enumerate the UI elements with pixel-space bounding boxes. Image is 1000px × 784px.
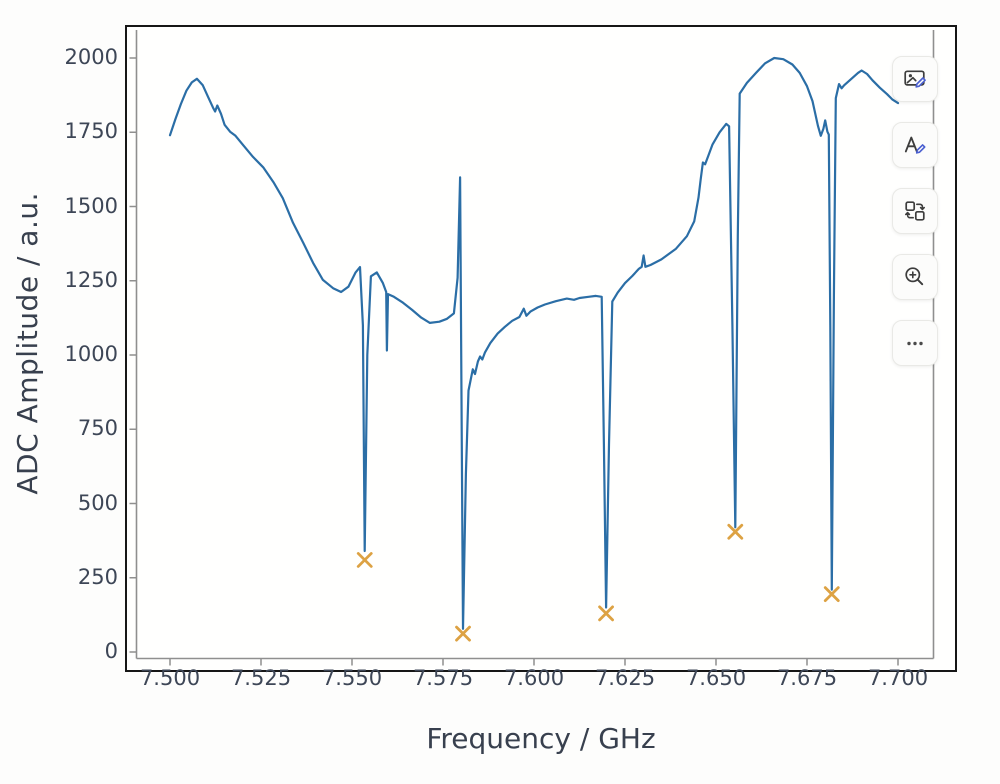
zoom-in-button[interactable] — [892, 254, 938, 300]
x-tick-label: 7.575 — [412, 666, 474, 690]
dip-marker-x — [727, 523, 744, 540]
magnifier-plus-icon — [905, 267, 924, 286]
x-tick-label: 7.700 — [867, 666, 929, 690]
x-axis-title: Frequency / GHz — [426, 722, 656, 755]
y-tick-label: 0 — [104, 639, 118, 663]
adc-amplitude-trace — [168, 56, 900, 630]
x-tick-label: 7.650 — [685, 666, 747, 690]
image-toolbar — [892, 56, 938, 386]
y-tick-label: 2000 — [64, 45, 118, 69]
x-tick-label: 7.525 — [230, 666, 292, 690]
x-tick-label: 7.675 — [776, 666, 838, 690]
dip-marker-x — [823, 586, 840, 602]
dip-marker-x — [356, 552, 373, 568]
dip-marker-x — [598, 605, 614, 622]
image-edit-icon — [904, 70, 926, 88]
y-tick-label: 500 — [77, 490, 118, 515]
letter-a-edit-icon — [904, 136, 926, 154]
y-tick-label: 1750 — [64, 119, 118, 144]
y-tick-label: 750 — [77, 416, 118, 441]
convert-button[interactable] — [892, 188, 938, 234]
y-axis-title-text: ADC Amplitude / a.u. — [10, 191, 44, 495]
swap-shapes-icon — [905, 201, 925, 221]
x-tick-label: 7.625 — [594, 666, 656, 690]
figure-border — [125, 25, 957, 672]
y-tick-label: 250 — [77, 564, 118, 589]
y-tick-label: 1500 — [64, 193, 118, 218]
axes-spines — [135, 30, 935, 660]
dip-marker-x — [455, 625, 471, 642]
edit-image-button[interactable] — [892, 56, 938, 102]
x-tick-label: 7.500 — [139, 666, 201, 690]
x-tick-label: 7.600 — [503, 666, 565, 690]
y-tick-label: 1000 — [64, 342, 118, 366]
x-tick-label: 7.550 — [321, 666, 383, 690]
more-options-button[interactable] — [892, 320, 938, 366]
y-tick-label: 1250 — [64, 267, 118, 292]
ellipsis-icon — [907, 341, 923, 346]
alt-text-button[interactable] — [892, 122, 938, 168]
y-axis-title: ADC Amplitude / a.u. — [4, 28, 50, 658]
